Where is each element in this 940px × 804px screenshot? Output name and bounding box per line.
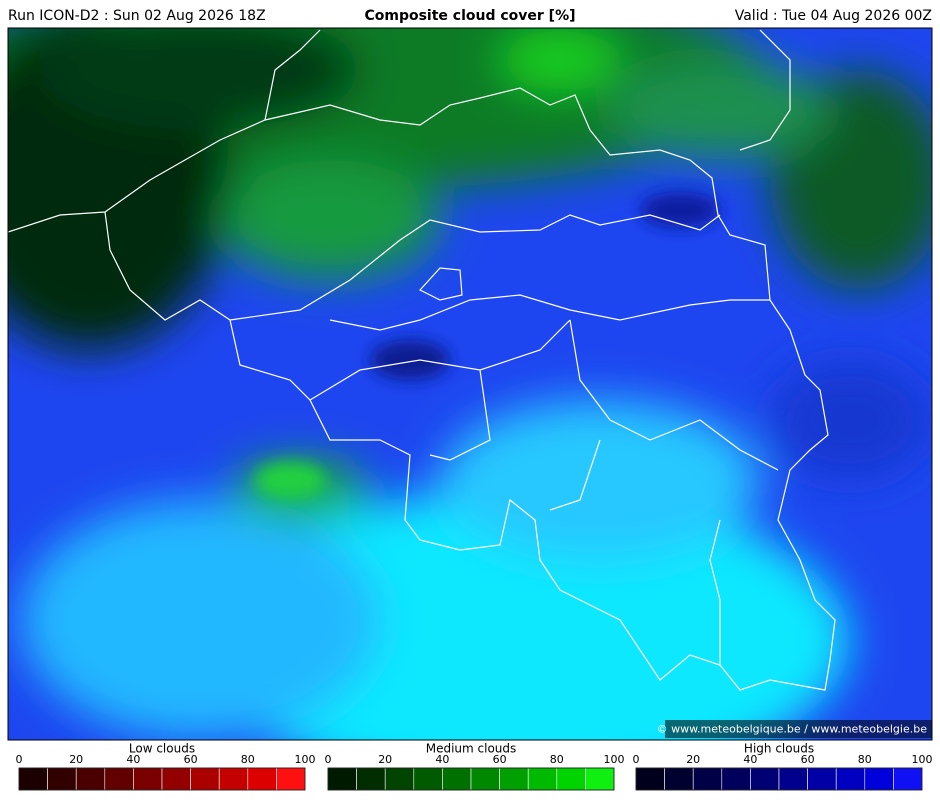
legend-tick-label: 40 [126,753,140,766]
color-swatch [327,767,357,791]
color-swatch [499,767,529,791]
legend-frame [327,767,615,791]
legend-tick-label: 0 [325,753,332,766]
color-swatch [384,767,415,791]
valid-label: Valid : Tue 04 Aug 2026 00Z [735,8,932,24]
legend-tick-label: 60 [184,753,198,766]
legend-tick-label: 40 [435,753,449,766]
color-swatch [664,767,694,791]
color-swatch [190,767,220,791]
color-swatch [585,767,615,791]
color-swatch [556,767,586,791]
legend-title: Medium clouds [426,742,517,756]
legend-title: Low clouds [129,742,195,756]
legend-tick-label: 60 [801,753,815,766]
legend-tick-label: 60 [493,753,507,766]
color-swatch [835,767,866,791]
legend-tick-label: 100 [604,753,625,766]
legend-frame [18,767,306,791]
legend-tick-label: 20 [69,753,83,766]
color-swatch [47,767,77,791]
legend-tick-label: 80 [550,753,564,766]
color-swatch [18,767,48,791]
color-swatch [721,767,751,791]
legend-tick-label: 20 [378,753,392,766]
color-swatch [635,767,665,791]
legend-tick-label: 0 [633,753,640,766]
color-swatch [247,767,277,791]
color-swatch [442,767,472,791]
legend-tick-label: 80 [241,753,255,766]
color-swatch [778,767,808,791]
color-swatch [692,767,723,791]
color-swatch [527,767,558,791]
color-swatch [133,767,163,791]
color-swatch [161,767,191,791]
color-swatch [864,767,894,791]
color-swatch [807,767,837,791]
color-swatch [750,767,780,791]
legend-tick-label: 20 [686,753,700,766]
color-swatch [276,767,306,791]
color-swatch [413,767,443,791]
legend-tick-label: 40 [743,753,757,766]
copyright: © www.meteobelgique.be / www.meteobelgie… [657,723,928,736]
color-swatch [104,767,134,791]
legend-tick-label: 80 [858,753,872,766]
color-swatch [893,767,923,791]
run-label: Run ICON-D2 : Sun 02 Aug 2026 18Z [8,8,266,24]
map-title: Composite cloud cover [%] [364,8,575,24]
color-swatch [218,767,249,791]
color-swatch [356,767,386,791]
color-swatch [470,767,500,791]
color-swatch [75,767,106,791]
legend-tick-label: 100 [912,753,933,766]
legend-title: High clouds [744,742,814,756]
legend-tick-label: 0 [16,753,23,766]
legend-tick-label: 100 [295,753,316,766]
legend-frame [635,767,923,791]
